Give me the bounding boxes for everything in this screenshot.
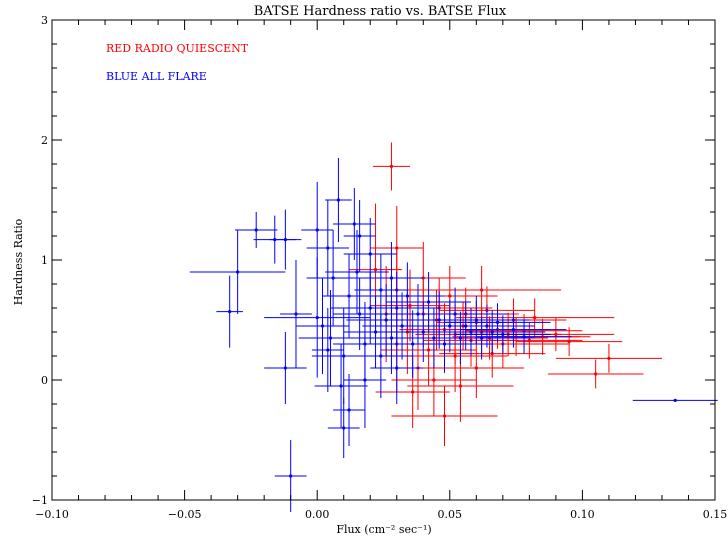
legend-entry-red-radio-quiescent: RED RADIO QUIESCENT bbox=[106, 42, 249, 55]
data-point-1-54 bbox=[511, 328, 516, 332]
axis-ticks: −0.10 −0.05 0.00 0.05 0.10 0.15 −1 0 1 2 3 bbox=[32, 14, 727, 521]
data-point-1-15 bbox=[339, 384, 343, 388]
data-point-0-36 bbox=[474, 366, 478, 370]
data-point-1-32 bbox=[395, 306, 399, 310]
data-point-1-53 bbox=[501, 332, 505, 336]
data-point-1-29 bbox=[384, 318, 388, 322]
plot-area bbox=[189, 142, 718, 512]
data-point-1-30 bbox=[389, 276, 394, 280]
x-tick-label-0: −0.10 bbox=[35, 508, 69, 521]
plot-frame bbox=[51, 19, 716, 501]
data-point-0-23 bbox=[594, 372, 598, 376]
data-point-1-1 bbox=[236, 270, 240, 274]
data-point-1-42 bbox=[442, 342, 447, 346]
data-point-1-56 bbox=[673, 398, 677, 402]
x-axis-label: Flux (cm⁻² sec⁻¹) bbox=[336, 523, 431, 536]
data-point-1-4 bbox=[283, 238, 287, 242]
data-point-1-18 bbox=[347, 408, 351, 412]
x-tick-label-1: −0.05 bbox=[168, 508, 202, 521]
y-tick-label-3: 2 bbox=[41, 134, 48, 147]
data-point-0-41 bbox=[480, 288, 484, 292]
data-point-1-59 bbox=[358, 234, 362, 238]
data-point-1-6 bbox=[289, 474, 293, 478]
data-point-1-8 bbox=[315, 228, 319, 232]
data-point-1-11 bbox=[326, 246, 330, 250]
x-tick-label-4: 0.10 bbox=[570, 508, 595, 521]
data-point-0-22 bbox=[607, 356, 611, 360]
data-point-0-20 bbox=[554, 332, 558, 336]
data-point-1-24 bbox=[368, 252, 372, 256]
data-point-1-57 bbox=[342, 426, 346, 430]
series-red-radio-quiescent bbox=[349, 142, 662, 446]
data-point-0-21 bbox=[567, 340, 571, 344]
data-point-0-29 bbox=[448, 294, 452, 298]
data-point-1-9 bbox=[315, 316, 319, 320]
series-blue-all-flare bbox=[189, 158, 718, 512]
data-point-0-1 bbox=[373, 268, 378, 272]
y-tick-label-0: −1 bbox=[32, 494, 48, 507]
data-point-1-14 bbox=[336, 198, 341, 202]
data-point-0-42 bbox=[442, 414, 447, 418]
data-point-1-33 bbox=[395, 366, 399, 370]
y-tick-label-4: 3 bbox=[41, 14, 48, 27]
data-point-1-5 bbox=[283, 366, 287, 370]
data-point-1-28 bbox=[379, 354, 383, 358]
data-point-0-24 bbox=[426, 348, 431, 352]
data-point-1-50 bbox=[485, 324, 489, 328]
data-point-1-51 bbox=[490, 330, 494, 334]
x-tick-label-3: 0.05 bbox=[438, 508, 463, 521]
data-point-1-19 bbox=[352, 222, 356, 226]
chart-title: BATSE Hardness ratio vs. BATSE Flux bbox=[254, 4, 507, 19]
data-point-0-30 bbox=[453, 354, 457, 358]
data-point-1-52 bbox=[495, 320, 500, 324]
data-point-0-44 bbox=[395, 246, 399, 250]
data-point-0-26 bbox=[432, 378, 436, 382]
data-point-1-27 bbox=[379, 288, 383, 292]
x-tick-label-2: 0.00 bbox=[305, 508, 330, 521]
data-point-1-44 bbox=[453, 312, 457, 316]
data-point-1-39 bbox=[426, 300, 431, 304]
data-point-0-27 bbox=[411, 390, 415, 394]
data-point-0-35 bbox=[458, 384, 463, 388]
data-point-1-20 bbox=[355, 270, 359, 274]
data-point-0-0 bbox=[389, 164, 394, 168]
data-point-1-58 bbox=[326, 348, 330, 352]
data-point-1-35 bbox=[405, 294, 409, 298]
data-point-1-17 bbox=[347, 294, 351, 298]
data-point-1-21 bbox=[358, 312, 362, 316]
data-point-1-10 bbox=[320, 324, 325, 328]
y-tick-label-2: 1 bbox=[41, 254, 48, 267]
x-tick-label-5: 0.15 bbox=[703, 508, 728, 521]
data-point-1-23 bbox=[363, 378, 367, 382]
data-point-1-13 bbox=[331, 276, 335, 280]
data-point-1-48 bbox=[474, 318, 478, 322]
data-point-1-0 bbox=[228, 310, 232, 314]
data-point-1-2 bbox=[254, 228, 258, 232]
data-point-1-55 bbox=[522, 335, 526, 339]
data-point-1-16 bbox=[342, 354, 346, 358]
data-point-1-12 bbox=[328, 336, 333, 340]
data-point-0-3 bbox=[408, 304, 412, 308]
y-tick-label-1: 0 bbox=[41, 374, 48, 387]
y-axis-label: Hardness Ratio bbox=[12, 218, 25, 305]
data-point-1-7 bbox=[294, 312, 298, 316]
legend-entry-blue-all-flare: BLUE ALL FLARE bbox=[106, 70, 207, 83]
data-point-0-43 bbox=[533, 316, 537, 320]
